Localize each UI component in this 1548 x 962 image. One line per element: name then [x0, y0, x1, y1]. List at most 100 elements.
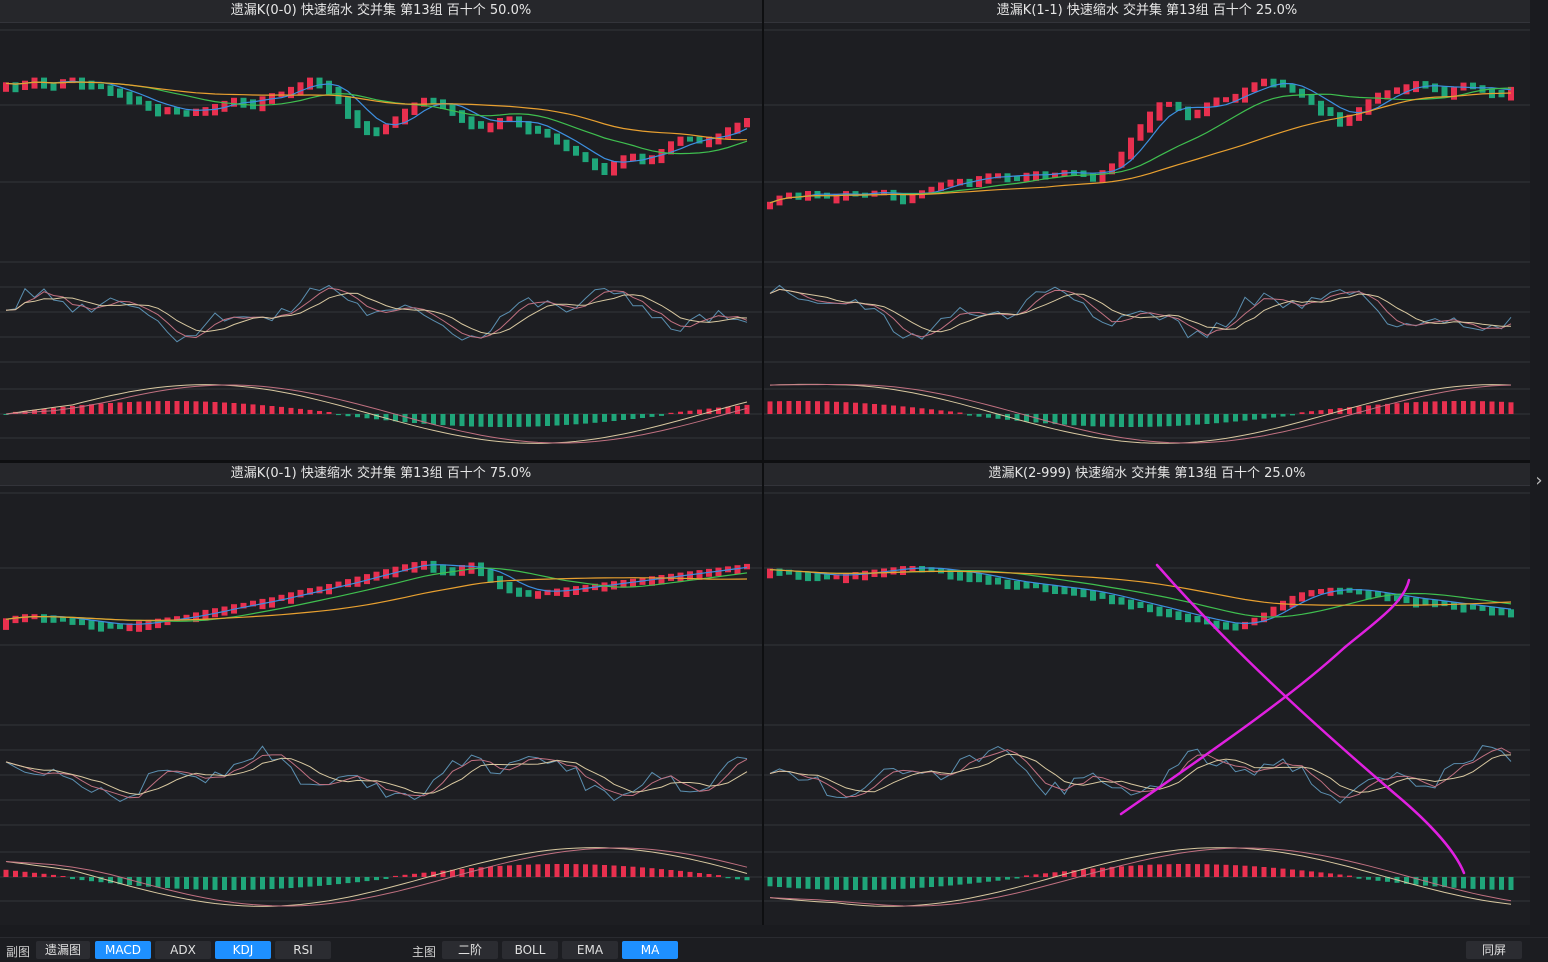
horizontal-divider[interactable] [0, 460, 1530, 463]
candle [307, 588, 313, 595]
panel-title: 遗漏K(2-999) 快速缩水 交并集 第13组 百十个 25.0% [764, 463, 1530, 486]
macd-bar [1043, 873, 1048, 877]
macd-bar [1347, 407, 1352, 414]
main-btn-ema[interactable]: EMA [562, 941, 618, 959]
sub-btn-miss-chart[interactable]: 遗漏图 [36, 941, 90, 959]
chart-0-0[interactable] [0, 0, 762, 460]
chart-0-1[interactable] [0, 463, 762, 925]
macd-bar [374, 877, 379, 881]
macd-dea-line [5, 384, 748, 444]
candle [525, 590, 532, 597]
sub-btn-adx[interactable]: ADX [155, 941, 211, 959]
candle [468, 562, 475, 574]
macd-bar [545, 414, 550, 426]
macd-bar [307, 409, 313, 414]
ma-line [769, 92, 1512, 204]
candle [1166, 609, 1172, 618]
candle [1384, 90, 1391, 100]
candle [1498, 608, 1505, 616]
macd-bar [1404, 402, 1409, 414]
candle [1251, 82, 1258, 93]
macd-bar [345, 414, 351, 417]
candle [1470, 82, 1476, 90]
candle [1023, 582, 1030, 589]
macd-bar [355, 414, 360, 418]
candle [1213, 620, 1220, 629]
main-btn-boll[interactable]: BOLL [502, 941, 558, 959]
sub-btn-kdj[interactable]: KDJ [215, 941, 271, 959]
macd-bar [51, 874, 56, 877]
candle [183, 110, 190, 117]
sub-btn-rsi[interactable]: RSI [275, 941, 331, 959]
candle [1299, 592, 1305, 602]
macd-dif-line [5, 384, 748, 444]
candle [1365, 590, 1372, 600]
candle [1023, 172, 1030, 182]
macd-bar [431, 414, 436, 425]
macd-bar [1014, 877, 1020, 879]
chart-1-1[interactable] [764, 0, 1530, 460]
macd-bar [345, 877, 351, 884]
macd-bar [136, 877, 142, 886]
macd-bar [298, 408, 303, 414]
macd-bar [184, 877, 189, 889]
same-screen-button[interactable]: 同屏 [1466, 941, 1522, 959]
macd-bar [1309, 411, 1314, 414]
candle [535, 125, 541, 134]
macd-dif-line [769, 847, 1512, 907]
kdj-d-line [5, 287, 748, 339]
annotation-stroke [1155, 563, 1466, 875]
macd-bar [1366, 877, 1371, 880]
candle [1090, 173, 1096, 182]
candle [1403, 596, 1410, 604]
candle [1289, 84, 1296, 93]
macd-bar [212, 402, 218, 414]
kdj-k-line [5, 745, 748, 802]
macd-bar [117, 877, 123, 885]
candle [1185, 106, 1191, 121]
candle [900, 566, 906, 575]
candle [1403, 84, 1410, 95]
candle [795, 192, 802, 200]
macd-bar [843, 877, 849, 890]
macd-bar [786, 877, 792, 888]
macd-bar [1128, 865, 1134, 877]
ma-line [769, 82, 1512, 204]
sub-btn-macd[interactable]: MACD [95, 941, 151, 959]
kdj-k-line [5, 284, 748, 343]
macd-bar [796, 877, 801, 889]
candle [1308, 94, 1315, 105]
candle [1156, 606, 1163, 617]
macd-bar [1233, 414, 1238, 422]
candle [677, 136, 684, 146]
candle [852, 572, 859, 580]
macd-bar [421, 414, 427, 424]
candle [345, 579, 351, 588]
kdj-j-line [769, 288, 1512, 333]
candle [1232, 623, 1239, 631]
macd-bar [630, 414, 636, 419]
candle [402, 564, 408, 572]
macd-bar [1214, 414, 1219, 424]
candle [1232, 93, 1239, 103]
macd-bar [478, 414, 484, 427]
macd-bar [1318, 410, 1324, 414]
chart-2-999[interactable] [764, 463, 1530, 925]
macd-bar [1119, 866, 1124, 877]
candle [1270, 78, 1277, 88]
main-btn-ma[interactable]: MA [622, 941, 678, 959]
macd-bar [938, 877, 944, 887]
candle [497, 575, 503, 590]
chevron-right-icon[interactable]: › [1535, 470, 1543, 491]
candle [1413, 597, 1419, 608]
macd-bar [1252, 414, 1257, 420]
ma-line [5, 81, 747, 141]
candle [966, 571, 973, 583]
main-btn-second-order[interactable]: 二阶 [442, 941, 498, 959]
candle [525, 121, 532, 135]
candle [107, 85, 114, 96]
macd-bar [891, 877, 896, 890]
macd-bar [516, 414, 522, 427]
macd-bar [222, 877, 227, 890]
macd-bar [1347, 875, 1352, 877]
